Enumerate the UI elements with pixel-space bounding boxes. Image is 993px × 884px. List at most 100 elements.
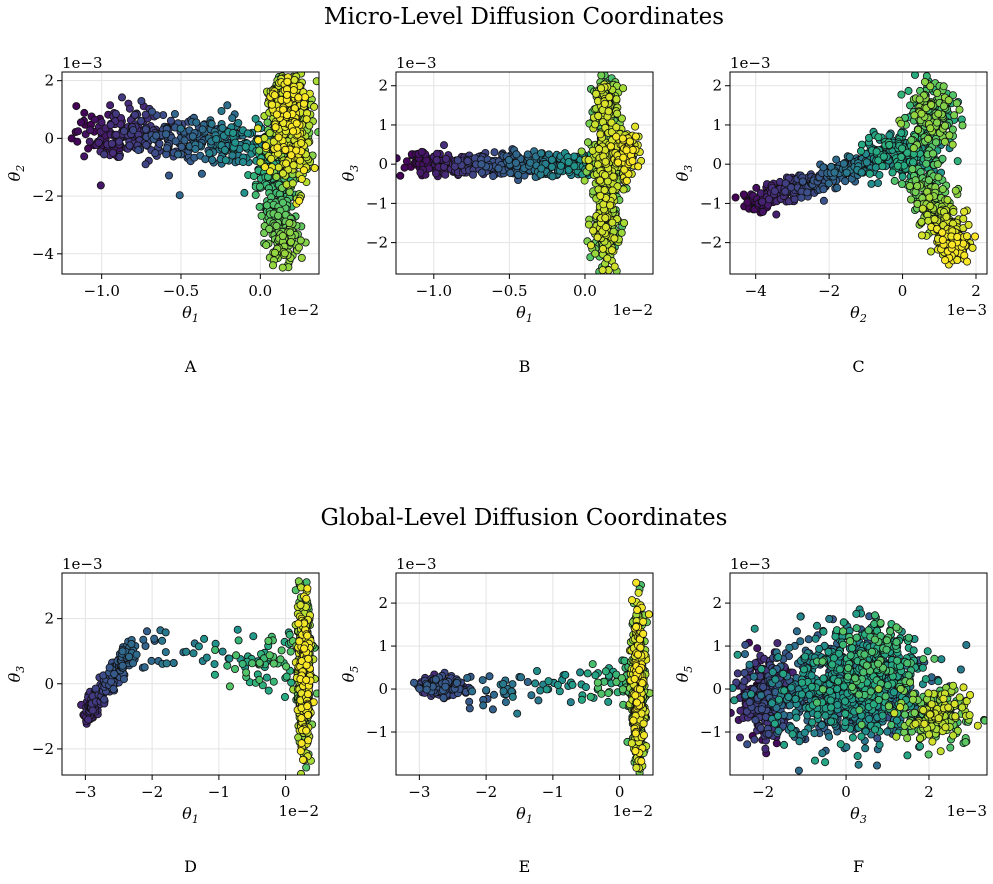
data-point	[842, 168, 851, 177]
data-point	[598, 266, 607, 274]
data-point	[628, 156, 637, 165]
data-point	[612, 123, 621, 132]
data-point	[155, 139, 164, 148]
data-point	[139, 635, 148, 644]
data-point	[606, 201, 615, 210]
data-point	[312, 77, 319, 86]
y-axis-label: θ2	[5, 165, 27, 182]
data-point	[607, 246, 616, 255]
y-tick-label: 1	[712, 116, 722, 134]
data-point	[933, 89, 942, 98]
data-point	[120, 675, 129, 684]
data-point	[897, 152, 906, 161]
data-point	[584, 220, 593, 229]
data-point	[875, 170, 884, 179]
data-point	[84, 144, 93, 153]
data-point	[97, 118, 106, 127]
data-point	[296, 601, 305, 610]
data-point	[874, 133, 883, 142]
data-point	[80, 152, 89, 161]
data-point	[758, 197, 767, 206]
data-point	[612, 132, 621, 141]
data-point	[262, 673, 271, 682]
data-point	[453, 156, 462, 165]
data-point	[136, 117, 145, 126]
data-point	[951, 186, 960, 195]
data-point	[959, 214, 968, 223]
x-tick-label: −1.0	[416, 282, 452, 300]
data-point	[229, 128, 238, 137]
y-tick-label: 0	[44, 129, 54, 147]
data-point	[130, 110, 139, 119]
data-point	[286, 647, 295, 656]
data-point	[282, 111, 291, 120]
data-point	[151, 149, 160, 158]
data-point	[953, 157, 962, 166]
data-point	[905, 181, 914, 190]
y-tick-label: −1	[700, 194, 722, 212]
data-point	[278, 231, 287, 240]
data-point	[230, 665, 239, 674]
data-point	[593, 233, 602, 242]
data-point	[217, 107, 226, 116]
data-point	[189, 649, 198, 658]
data-point	[257, 211, 266, 220]
data-point	[255, 202, 264, 211]
data-point	[125, 652, 134, 661]
data-point	[171, 137, 180, 146]
data-point	[262, 201, 271, 210]
data-point	[270, 91, 279, 100]
data-point	[609, 172, 618, 181]
plot-frame	[395, 71, 654, 275]
data-point	[918, 204, 927, 213]
data-point	[265, 651, 274, 660]
y-offset-label: 1e−3	[396, 54, 437, 72]
data-point	[115, 152, 124, 161]
data-point	[888, 168, 897, 177]
data-point	[192, 118, 201, 127]
data-point	[941, 256, 950, 265]
x-offset-label: 1e−2	[612, 301, 653, 319]
data-point	[272, 110, 281, 119]
data-point	[243, 129, 252, 138]
data-point	[920, 77, 929, 86]
data-point	[948, 240, 957, 249]
data-point	[73, 137, 82, 146]
y-tick-label: −2	[700, 234, 722, 252]
data-point	[299, 99, 308, 108]
data-point	[287, 151, 296, 160]
data-point	[150, 634, 159, 643]
data-point	[115, 137, 124, 146]
data-point	[289, 127, 298, 136]
data-point	[878, 162, 887, 171]
data-point	[112, 130, 121, 139]
data-point	[752, 183, 761, 192]
data-point	[277, 646, 286, 655]
data-point	[914, 125, 923, 134]
data-point	[265, 224, 274, 233]
data-point	[933, 160, 942, 169]
data-point	[253, 124, 262, 133]
data-point	[220, 145, 229, 154]
data-point	[281, 145, 290, 154]
data-point	[959, 239, 968, 248]
data-point	[234, 119, 243, 128]
data-point	[90, 115, 99, 124]
data-point	[396, 171, 405, 180]
data-point	[261, 141, 270, 150]
data-point	[964, 220, 973, 229]
data-point	[297, 769, 305, 775]
x-tick-label: −0.5	[491, 282, 527, 300]
data-point	[506, 168, 515, 177]
data-point	[282, 672, 291, 681]
data-point	[278, 263, 287, 272]
data-point	[885, 131, 894, 140]
data-point	[618, 134, 627, 143]
data-point	[176, 124, 185, 133]
data-point	[283, 77, 292, 86]
data-point	[897, 90, 906, 99]
data-point	[302, 115, 311, 124]
panel-label: C	[852, 357, 864, 376]
